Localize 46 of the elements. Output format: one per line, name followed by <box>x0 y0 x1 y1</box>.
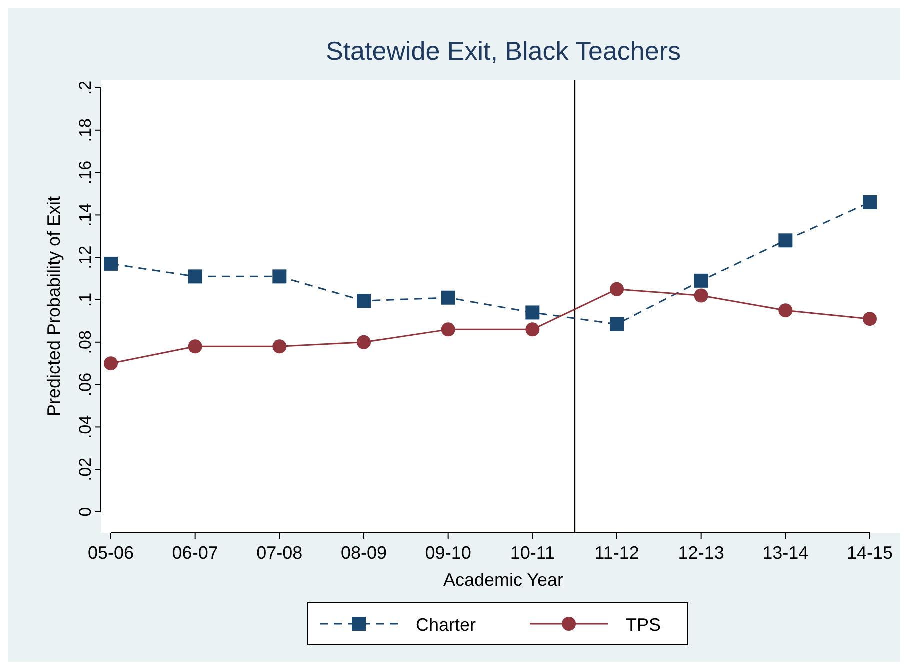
point <box>778 304 793 318</box>
y-axis-title: Predicted Probability of Exit <box>44 196 64 417</box>
x-tick-label: 13-14 <box>762 543 809 563</box>
point <box>694 288 708 303</box>
point <box>778 234 793 248</box>
x-tick-label: 11-12 <box>594 543 640 563</box>
point <box>526 322 540 337</box>
point <box>441 322 456 337</box>
point <box>610 317 624 332</box>
x-tick-label: 09-10 <box>425 543 472 563</box>
point <box>694 274 708 288</box>
point <box>104 356 118 371</box>
point <box>863 195 877 210</box>
y-tick-label: .16 <box>76 160 95 185</box>
point <box>863 312 877 326</box>
x-tick-label: 05-06 <box>88 543 134 563</box>
y-tick-label: .1 <box>76 292 95 308</box>
point <box>272 340 287 354</box>
x-tick-label: 06-07 <box>172 543 218 563</box>
y-tick-label: .06 <box>76 372 95 397</box>
chart-title: Statewide Exit, Black Teachers <box>326 36 682 66</box>
x-tick-label: 08-09 <box>340 543 388 563</box>
y-tick-label: 0 <box>76 507 95 517</box>
y-tick-label: .04 <box>76 415 95 440</box>
point <box>610 282 624 296</box>
x-tick-label: 10-11 <box>510 543 556 563</box>
legend-label: TPS <box>626 615 662 635</box>
x-tick-label: 12-13 <box>678 543 724 563</box>
y-tick-label: .12 <box>76 246 95 270</box>
point <box>357 335 371 350</box>
y-tick-label: .08 <box>76 330 95 354</box>
point <box>441 290 456 305</box>
y-tick-label: .02 <box>76 458 95 482</box>
x-tick-label: 07-08 <box>256 543 303 563</box>
point <box>357 294 371 308</box>
y-tick-label: .18 <box>76 118 95 142</box>
y-tick-label: .2 <box>76 80 95 96</box>
x-tick-label: 14-15 <box>846 543 894 563</box>
point <box>188 270 202 284</box>
point <box>526 306 540 320</box>
point <box>272 270 287 284</box>
y-tick-label: .14 <box>76 203 95 228</box>
x-axis-title: Academic Year <box>443 570 564 590</box>
point <box>104 256 118 271</box>
legend-label: Charter <box>416 615 476 635</box>
point <box>188 340 202 354</box>
